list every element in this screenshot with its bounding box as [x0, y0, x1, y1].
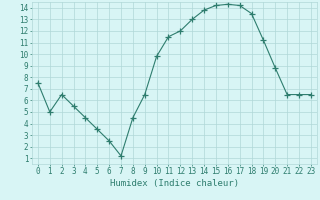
X-axis label: Humidex (Indice chaleur): Humidex (Indice chaleur) [110, 179, 239, 188]
